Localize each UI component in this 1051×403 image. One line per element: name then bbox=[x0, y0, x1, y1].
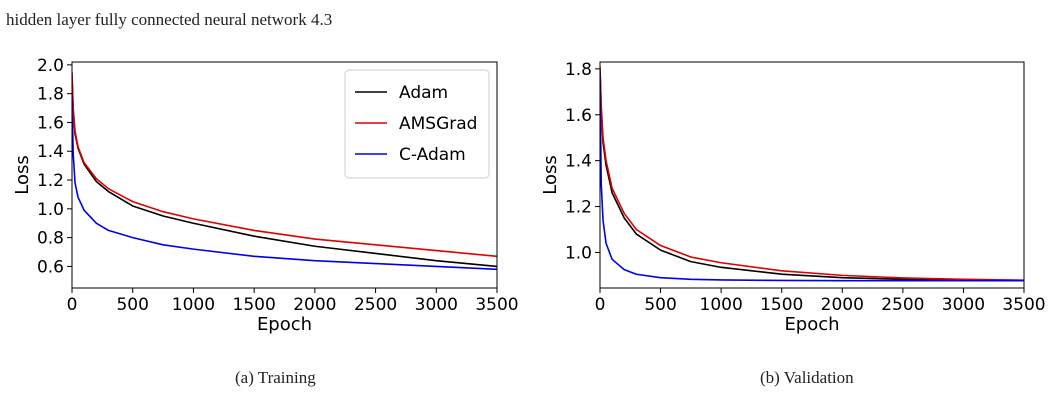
validation-loss-chart: 0 500 1000 1500 2000 2500 3000 3500 1.0 1.2 1.4 1.6… bbox=[540, 60, 1046, 335]
series-line-c-adam bbox=[72, 96, 497, 271]
y-tick-label: 1.0 bbox=[37, 200, 64, 220]
y-tick-label: 1.6 bbox=[565, 106, 592, 126]
y-tick-label: 0.8 bbox=[37, 229, 64, 249]
y-tick-label: 1.4 bbox=[565, 152, 592, 172]
series-line-amsgrad bbox=[600, 66, 1024, 281]
x-tick-label: 2500 bbox=[881, 295, 924, 315]
x-tick-label: 1500 bbox=[760, 295, 803, 315]
legend-label-amsgrad: AMSGrad bbox=[399, 114, 477, 134]
x-tick-label: 1500 bbox=[233, 295, 276, 315]
x-tick-label: 3000 bbox=[415, 295, 458, 315]
series-line-c-adam bbox=[600, 73, 1024, 282]
y-axis-label: Loss bbox=[540, 155, 561, 194]
x-tick-label: 500 bbox=[116, 295, 148, 315]
caption-line-2: hidden layer fully connected neural netw… bbox=[6, 10, 333, 29]
x-tick-label: 0 bbox=[595, 295, 606, 315]
x-tick-label: 0 bbox=[67, 295, 78, 315]
plot-frame bbox=[599, 61, 1025, 289]
series-line-adam bbox=[600, 68, 1024, 282]
y-tick-label: 1.2 bbox=[37, 171, 64, 191]
x-axis-label: Epoch bbox=[257, 314, 312, 335]
series-line-amsgrad bbox=[72, 72, 497, 258]
x-axis-label: Epoch bbox=[784, 314, 839, 335]
y-tick-label: 1.8 bbox=[37, 85, 64, 105]
figure-caption: hidden layer fully connected neural netw… bbox=[0, 0, 1051, 36]
legend-box bbox=[344, 69, 490, 179]
subcaption-validation: (b) Validation bbox=[760, 368, 854, 387]
x-tick-label: 2500 bbox=[354, 295, 397, 315]
training-loss-chart: 0 500 1000 1500 2000 2500 3000 3500 0.6 0.8 1.0 1.2… bbox=[12, 56, 519, 335]
x-tick-label: 1000 bbox=[172, 295, 215, 315]
y-tick-label: 1.0 bbox=[565, 243, 592, 263]
y-tick-label: 2.0 bbox=[37, 56, 64, 76]
subcaption-training: (a) Training bbox=[235, 368, 316, 387]
y-tick-label: 1.8 bbox=[565, 60, 592, 80]
y-tick-label: 1.4 bbox=[37, 142, 64, 162]
y-tick-label: 0.6 bbox=[37, 257, 64, 277]
x-tick-label: 500 bbox=[644, 295, 676, 315]
y-tick-label: 1.2 bbox=[565, 198, 592, 218]
legend-label-adam: Adam bbox=[399, 83, 448, 103]
x-tick-label: 2000 bbox=[293, 295, 336, 315]
legend-label-c-adam: C-Adam bbox=[399, 145, 466, 165]
x-tick-label: 1000 bbox=[700, 295, 743, 315]
plot-frame bbox=[71, 61, 498, 289]
y-tick-label: 1.6 bbox=[37, 113, 64, 133]
x-tick-label: 2000 bbox=[821, 295, 864, 315]
x-tick-label: 3500 bbox=[475, 295, 518, 315]
x-tick-label: 3000 bbox=[942, 295, 985, 315]
y-axis-label: Loss bbox=[12, 155, 33, 194]
x-tick-label: 3500 bbox=[1002, 295, 1045, 315]
